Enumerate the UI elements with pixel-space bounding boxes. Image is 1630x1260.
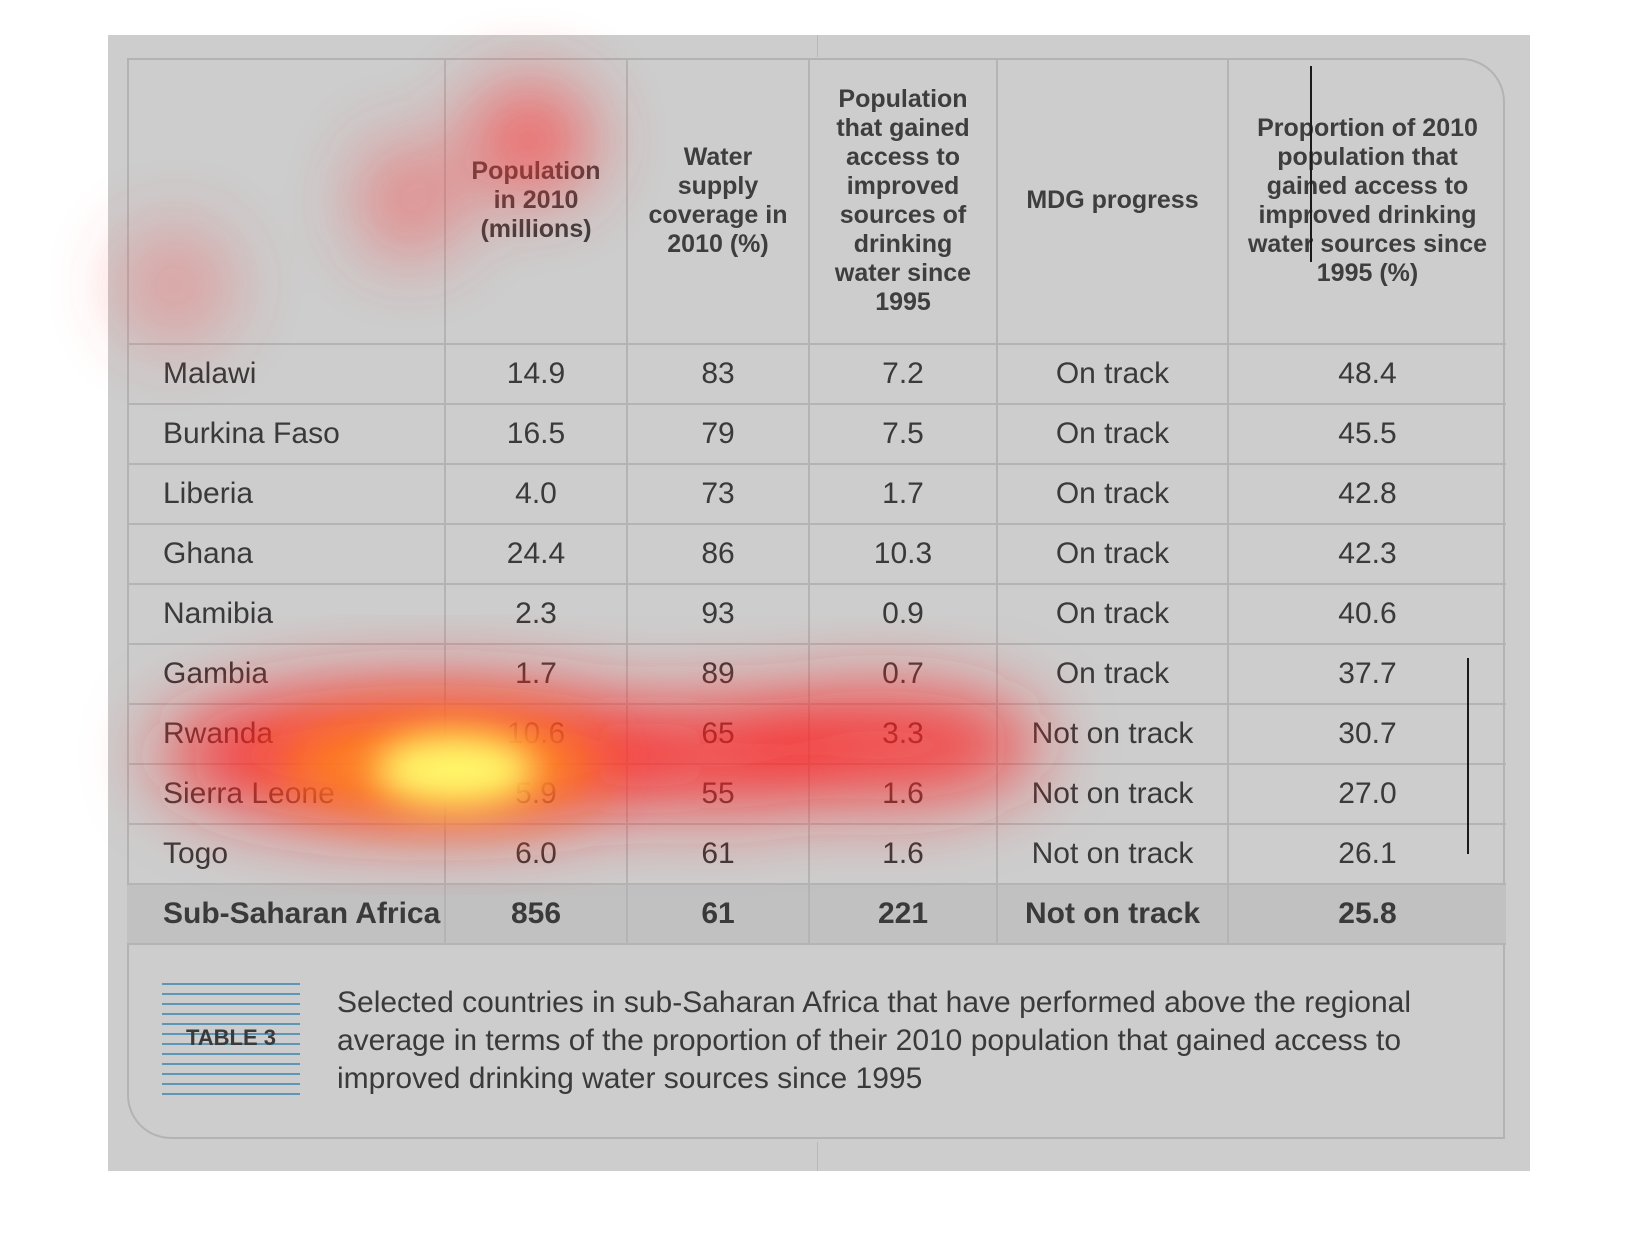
table-caption: Selected countries in sub-Saharan Africa…: [337, 986, 1411, 1095]
cell-coverage: 61: [626, 883, 810, 945]
cell-population: 24.4: [444, 523, 628, 585]
cell-proportion: 42.3: [1227, 523, 1506, 585]
cell-gained: 10.3: [808, 523, 998, 585]
cell-gained: 1.6: [808, 763, 998, 825]
table-row: Gambia 1.7 89 0.7 On track 37.7: [127, 643, 1506, 705]
cell-population: 6.0: [444, 823, 628, 885]
cell-coverage: 61: [626, 823, 810, 885]
table-row: Namibia 2.3 93 0.9 On track 40.6: [127, 583, 1506, 645]
table-row: Burkina Faso 16.5 79 7.5 On track 45.5: [127, 403, 1506, 465]
cell-gained: 0.9: [808, 583, 998, 645]
table-row: Togo 6.0 61 1.6 Not on track 26.1: [127, 823, 1506, 885]
cell-coverage: 93: [626, 583, 810, 645]
cell-mdg: Not on track: [996, 763, 1229, 825]
header-water-coverage: Water supply coverage in 2010 (%): [626, 58, 810, 345]
header-mdg-progress: MDG progress: [996, 58, 1229, 345]
header-country: [127, 58, 446, 345]
cell-proportion: 30.7: [1227, 703, 1506, 765]
cell-proportion: 27.0: [1227, 763, 1506, 825]
cell-country: Rwanda: [127, 703, 446, 765]
page-fold-top: [817, 35, 818, 57]
cell-gained: 7.2: [808, 343, 998, 405]
cell-mdg: On track: [996, 523, 1229, 585]
cell-coverage: 79: [626, 403, 810, 465]
water-access-table: Population in 2010 (millions) Water supp…: [127, 58, 1506, 945]
table-number-label: TABLE 3: [185, 1025, 277, 1050]
cell-coverage: 55: [626, 763, 810, 825]
cell-population: 1.7: [444, 643, 628, 705]
table-total-row: Sub-Saharan Africa 856 61 221 Not on tra…: [127, 883, 1506, 945]
cell-proportion: 40.6: [1227, 583, 1506, 645]
header-population-gained: Population that gained access to improve…: [808, 58, 998, 345]
cell-country: Burkina Faso: [127, 403, 446, 465]
cell-gained: 0.7: [808, 643, 998, 705]
cell-population: 10.6: [444, 703, 628, 765]
cell-proportion: 37.7: [1227, 643, 1506, 705]
cell-mdg: On track: [996, 583, 1229, 645]
cell-gained: 7.5: [808, 403, 998, 465]
cell-mdg: On track: [996, 403, 1229, 465]
cell-proportion: 45.5: [1227, 403, 1506, 465]
cell-country: Ghana: [127, 523, 446, 585]
cell-country: Gambia: [127, 643, 446, 705]
cell-gained: 1.7: [808, 463, 998, 525]
cell-coverage: 83: [626, 343, 810, 405]
table-row: Sierra Leone 5.9 55 1.6 Not on track 27.…: [127, 763, 1506, 825]
cell-gained: 221: [808, 883, 998, 945]
cell-mdg: On track: [996, 463, 1229, 525]
cell-coverage: 65: [626, 703, 810, 765]
cursor-line-header: [1310, 66, 1312, 262]
cell-proportion: 42.8: [1227, 463, 1506, 525]
cell-proportion: 25.8: [1227, 883, 1506, 945]
cell-proportion: 26.1: [1227, 823, 1506, 885]
cell-population: 5.9: [444, 763, 628, 825]
table-header-row: Population in 2010 (millions) Water supp…: [127, 58, 1506, 345]
page-fold-bottom: [817, 1142, 818, 1171]
table-label-icon: TABLE 3: [162, 983, 300, 1103]
cursor-line-body: [1467, 658, 1469, 854]
cell-population: 2.3: [444, 583, 628, 645]
cell-country: Liberia: [127, 463, 446, 525]
cell-population: 14.9: [444, 343, 628, 405]
header-proportion-gained: Proportion of 2010 population that gaine…: [1227, 58, 1506, 345]
cell-country: Togo: [127, 823, 446, 885]
cell-mdg: Not on track: [996, 883, 1229, 945]
cell-country: Sub-Saharan Africa: [127, 883, 446, 945]
table-row: Malawi 14.9 83 7.2 On track 48.4: [127, 343, 1506, 405]
cell-coverage: 89: [626, 643, 810, 705]
cell-population: 16.5: [444, 403, 628, 465]
cell-proportion: 48.4: [1227, 343, 1506, 405]
table-row: Rwanda 10.6 65 3.3 Not on track 30.7: [127, 703, 1506, 765]
cell-gained: 3.3: [808, 703, 998, 765]
header-population: Population in 2010 (millions): [444, 58, 628, 345]
cell-coverage: 73: [626, 463, 810, 525]
cell-country: Malawi: [127, 343, 446, 405]
table-row: Liberia 4.0 73 1.7 On track 42.8: [127, 463, 1506, 525]
cell-country: Sierra Leone: [127, 763, 446, 825]
cell-coverage: 86: [626, 523, 810, 585]
cell-mdg: On track: [996, 343, 1229, 405]
cell-mdg: Not on track: [996, 823, 1229, 885]
cell-mdg: Not on track: [996, 703, 1229, 765]
cell-population: 4.0: [444, 463, 628, 525]
cell-mdg: On track: [996, 643, 1229, 705]
cell-gained: 1.6: [808, 823, 998, 885]
table-row: Ghana 24.4 86 10.3 On track 42.3: [127, 523, 1506, 585]
cell-population: 856: [444, 883, 628, 945]
cell-country: Namibia: [127, 583, 446, 645]
